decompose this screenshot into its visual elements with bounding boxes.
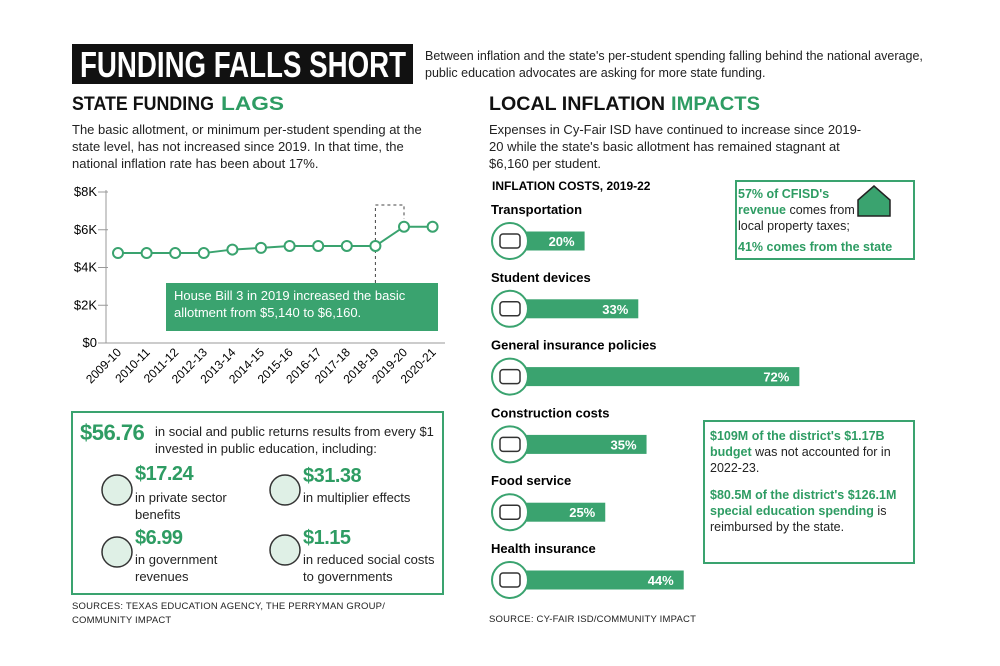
data-point xyxy=(140,247,153,260)
section-heading-accent: LAGS xyxy=(221,94,284,115)
data-point xyxy=(255,241,267,254)
returns-value: $17.24 xyxy=(135,463,194,485)
data-point xyxy=(169,247,182,260)
bar-icon xyxy=(491,425,529,464)
returns-icon xyxy=(101,474,133,506)
returns-text: in government revenues xyxy=(135,552,218,584)
returns-text: in private sector benefits xyxy=(135,490,227,522)
value-label: 44% xyxy=(648,573,674,588)
section-heading: LOCAL INFLATION xyxy=(489,94,665,115)
value-label: 35% xyxy=(611,437,637,452)
page-title: FUNDING FALLS SHORT xyxy=(80,44,406,85)
section-text: The basic allotment, or minimum per-stud… xyxy=(72,122,422,171)
data-point xyxy=(197,247,210,260)
data-point xyxy=(340,239,353,252)
annotation: House Bill 3 in 2019 increased the basic… xyxy=(166,283,438,331)
section-text: Expenses in Cy-Fair ISD have continued t… xyxy=(489,122,862,171)
value-label: 25% xyxy=(569,505,595,520)
bar-icon xyxy=(491,289,529,328)
callout-box xyxy=(703,420,915,564)
returns-headline-text: in social and public returns results fro… xyxy=(155,424,434,456)
value-label: 20% xyxy=(549,234,575,249)
returns-box xyxy=(71,411,444,595)
bar-icon xyxy=(491,493,529,532)
y-tick-label: $8K xyxy=(74,184,97,199)
returns-icon xyxy=(269,474,301,506)
data-line xyxy=(118,225,433,255)
y-tick-label: $0 xyxy=(83,335,97,350)
callout-box xyxy=(735,180,915,260)
returns-value: $6.99 xyxy=(135,527,183,549)
returns-value: $31.38 xyxy=(303,465,362,487)
data-point xyxy=(312,239,325,252)
bar xyxy=(502,299,639,319)
bar-icon-glyph xyxy=(499,572,521,588)
data-point xyxy=(369,239,382,252)
bar xyxy=(502,367,800,387)
returns-text: in reduced social costs to governments xyxy=(303,552,435,584)
data-point xyxy=(112,247,124,260)
callout-text: 57% of CFISD's revenue comes from local … xyxy=(738,186,858,234)
bar xyxy=(502,570,684,590)
callout-highlight: 41% comes from the state xyxy=(738,240,893,254)
house-icon xyxy=(857,185,891,217)
callout-plain: is reimbursed by the state. xyxy=(710,504,887,534)
returns-headline-value: $56.76 xyxy=(80,420,145,445)
category-label: Transportation xyxy=(491,202,582,217)
bar-icon-glyph xyxy=(499,233,521,249)
returns-icon xyxy=(101,536,133,568)
category-label: Food service xyxy=(491,473,571,488)
data-point xyxy=(283,239,296,252)
callout-plain: comes from local property taxes; xyxy=(738,203,855,233)
section-heading: STATE FUNDING xyxy=(72,94,214,115)
callout-text: $80.5M of the district's $126.1M special… xyxy=(710,487,908,535)
returns-value: $1.15 xyxy=(303,527,351,549)
callout-plain: was not accounted for in 2022-23. xyxy=(710,445,891,475)
title-box xyxy=(72,44,413,84)
callout-highlight: $80.5M of the district's $126.1M special… xyxy=(710,488,897,518)
category-label: General insurance policies xyxy=(491,338,656,353)
category-label: Student devices xyxy=(491,270,591,285)
category-label: Health insurance xyxy=(491,541,596,556)
bar-icon xyxy=(491,357,529,396)
section-heading-accent: IMPACTS xyxy=(671,94,760,115)
bar-chart-title: INFLATION COSTS, 2019-22 xyxy=(492,179,651,193)
value-label: 72% xyxy=(763,370,789,385)
bar-icon-glyph xyxy=(499,368,521,385)
sources: SOURCE: CY-FAIR ISD/COMMUNITY IMPACT xyxy=(489,614,697,625)
bar-icon xyxy=(491,222,529,260)
y-tick-label: $2K xyxy=(74,297,97,312)
bar-icon-glyph xyxy=(499,436,521,453)
intro-text: Between inflation and the state's per-st… xyxy=(425,49,923,80)
y-tick-label: $4K xyxy=(74,260,97,275)
y-tick-label: $6K xyxy=(74,222,97,237)
value-label: 33% xyxy=(602,302,628,317)
data-point xyxy=(226,243,239,256)
category-label: Construction costs xyxy=(491,405,609,420)
bar-icon xyxy=(491,561,529,599)
returns-text: in multiplier effects xyxy=(303,490,411,505)
returns-icon xyxy=(269,534,301,566)
callout-highlight: $109M of the district's $1.17B budget xyxy=(710,429,885,459)
bar-icon-glyph xyxy=(499,504,521,520)
bar xyxy=(502,434,647,454)
callout-text: $109M of the district's $1.17B budget wa… xyxy=(710,428,908,476)
bar-icon-glyph xyxy=(499,301,521,317)
data-point xyxy=(398,220,410,233)
callout-highlight: 57% of CFISD's revenue xyxy=(738,187,830,217)
data-point xyxy=(426,220,439,233)
sources: SOURCES: TEXAS EDUCATION AGENCY, THE PER… xyxy=(72,601,386,626)
